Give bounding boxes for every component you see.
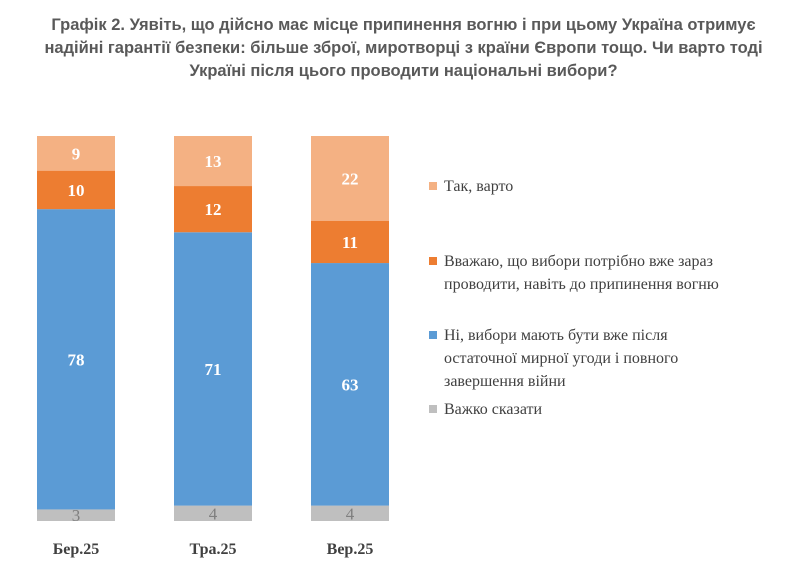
bar-segment <box>311 136 389 221</box>
bar-stack: 4 63 11 22 <box>311 136 389 523</box>
data-label: 22 <box>342 169 359 188</box>
legend-swatch <box>429 331 437 339</box>
legend-label: остаточної мирної угоди і повного <box>444 350 678 367</box>
chart-title-line-2: надійні гарантії безпеки: більше зброї, … <box>44 39 763 57</box>
legend-swatch <box>429 405 437 413</box>
data-label: 11 <box>342 233 358 252</box>
x-tick-label: Тра.25 <box>190 541 237 558</box>
legend-label: завершення війни <box>444 373 566 390</box>
legend-label: Важко сказати <box>444 401 543 418</box>
bar-stack: 3 78 10 9 <box>37 136 115 525</box>
legend-swatch <box>429 182 437 190</box>
data-label: 78 <box>68 350 85 369</box>
chart-title: Графік 2. Уявіть, що дійсно має місце пр… <box>0 14 807 83</box>
legend-swatch <box>429 257 437 265</box>
bar-segment <box>37 509 115 521</box>
data-label: 71 <box>205 360 222 379</box>
legend-label: Вважаю, що вибори потрібно вже зараз <box>444 253 713 270</box>
bar-segment <box>311 505 389 521</box>
legend-label: Так, варто <box>444 178 513 195</box>
bar-segment <box>37 170 115 210</box>
bar-segment <box>37 209 115 510</box>
data-label: 13 <box>205 152 222 171</box>
bar-segment <box>311 220 389 264</box>
legend-label: Ні, вибори мають бути вже після <box>444 327 668 344</box>
data-label: 9 <box>72 144 81 163</box>
data-label: 63 <box>342 375 359 394</box>
data-label: 12 <box>205 200 222 219</box>
chart-title-line-3: Україні після цього проводити національн… <box>189 62 618 80</box>
bar-segment <box>174 136 252 187</box>
bar-stack: 4 71 12 13 <box>174 136 252 523</box>
data-label: 10 <box>68 181 85 200</box>
data-label: 4 <box>346 504 355 523</box>
bar-segment <box>311 263 389 506</box>
bar-segment <box>174 505 252 521</box>
data-label: 3 <box>72 506 81 525</box>
bar-segment <box>37 136 115 171</box>
data-label: 4 <box>209 504 218 523</box>
legend: Так, варто Вважаю, що вибори потрібно вже… <box>429 178 719 418</box>
legend-label: проводити, навіть до припинення вогню <box>444 276 719 293</box>
bar-segment <box>174 232 252 506</box>
x-tick-label: Бер.25 <box>53 541 100 558</box>
bar-segment <box>174 186 252 233</box>
chart-title-line-1: Графік 2. Уявіть, що дійсно має місце пр… <box>51 16 756 34</box>
x-tick-label: Вер.25 <box>327 541 374 558</box>
